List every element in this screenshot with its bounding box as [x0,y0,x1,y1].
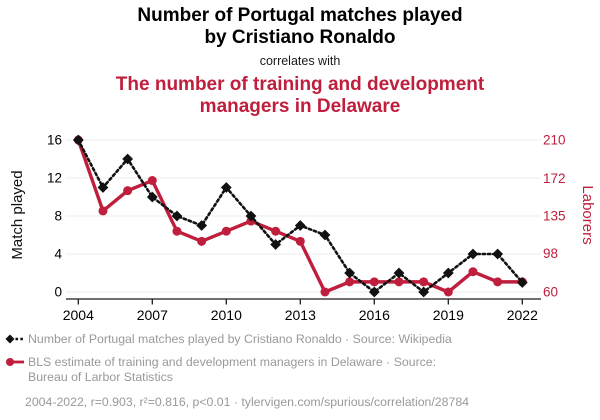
page-title: Number of Portugal matches played by Cri… [0,5,600,49]
diamond-marker [319,229,331,241]
diamond-marker [467,248,479,260]
diamond-marker [393,267,405,279]
black-diamond-dashed-icon [5,334,24,344]
page-title-line-1: Number of Portugal matches played [137,5,463,26]
correlated-title: The number of training and development m… [0,74,600,118]
diamond-marker [492,248,504,260]
left-tick-label: 16 [47,133,62,148]
x-tick-label: 2010 [211,307,242,323]
legend-item-ronaldo: Number of Portugal matches played by Cri… [4,332,452,347]
circle-marker [320,287,330,297]
x-tick-label: 2004 [63,307,94,323]
connector-text: correlates with [259,54,341,68]
circle-marker [345,277,355,287]
diamond-marker [72,134,84,146]
right-tick-label: 98 [543,246,558,261]
diamond-marker [245,210,257,222]
circle-marker [419,277,429,287]
right-tick-label: 172 [543,171,566,186]
left-tick-label: 0 [54,285,62,300]
x-tick-label: 2019 [433,307,464,323]
diamond-marker [418,286,430,298]
circle-marker [468,267,478,277]
right-tick-label: 135 [543,209,566,224]
diamond-marker [344,267,356,279]
x-tick-label: 2013 [285,307,316,323]
x-tick-label: 2022 [507,307,538,323]
correlated-title-line-1: The number of training and development [115,74,485,95]
legend-item-label: Number of Portugal matches played by Cri… [28,332,452,347]
circle-marker [493,277,503,287]
diamond-marker [97,182,109,193]
circle-marker [369,277,379,287]
circle-marker [147,176,157,186]
circle-marker [197,236,207,246]
correlated-title-line-2: managers in Delaware [199,96,401,117]
right-tick-label: 210 [543,133,566,148]
legend-item-label: BLS estimate of training and development… [28,355,436,384]
circle-marker [221,226,231,236]
left-tick-label: 8 [54,209,62,224]
circle-marker [394,277,404,287]
diamond-marker [294,220,306,231]
circle-marker [123,186,133,196]
diamond-marker [196,220,208,231]
diamond-marker [516,277,528,288]
circle-marker [98,206,108,216]
circle-marker [172,226,182,236]
circle-marker [271,226,281,236]
right-tick-label: 60 [543,285,558,300]
red-circle-solid-icon [6,358,24,366]
circle-marker [443,287,453,297]
diamond-marker [171,210,183,222]
diamond-marker [220,182,232,193]
x-tick-label: 2016 [359,307,390,323]
diamond-marker [442,267,454,279]
left-tick-label: 12 [47,171,62,186]
legend-laborers-line-2: Bureau of Larbor Statistics [28,369,173,384]
diamond-marker [368,286,380,298]
circle-marker [295,236,305,246]
left-tick-label: 4 [54,247,62,262]
page-title-line-2: by Cristiano Ronaldo [204,27,396,48]
header: Number of Portugal matches played by Cri… [0,5,600,118]
diamond-marker [270,239,282,250]
legend-item-laborers: BLS estimate of training and development… [4,355,436,384]
x-tick-label: 2007 [137,307,168,323]
diamond-marker [146,191,158,203]
legend-laborers-line-1: BLS estimate of training and development… [28,355,437,369]
legend-ronaldo-line-1: Number of Portugal matches played by Cri… [28,332,452,346]
diamond-marker [122,153,134,165]
correlation-stats: 2004-2022, r=0.903, r²=0.816, p<0.01 · t… [25,395,469,409]
